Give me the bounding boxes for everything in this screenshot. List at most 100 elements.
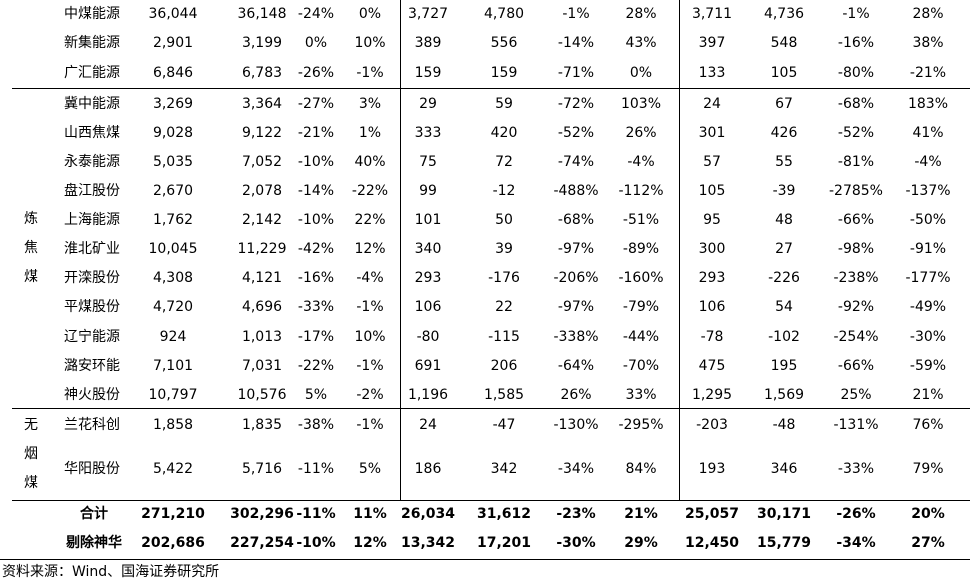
rev-chg-b-cell: -1% bbox=[356, 65, 384, 81]
npa-a-cell: 105 bbox=[698, 183, 726, 199]
np-a-cell: 29 bbox=[419, 96, 437, 112]
npa-chg-b-cell: 76% bbox=[912, 417, 944, 433]
npa-b-cell: 105 bbox=[770, 65, 798, 81]
rev-chg-a-cell: -14% bbox=[297, 183, 335, 199]
npa-b-total-cell: 30,171 bbox=[756, 506, 812, 522]
np-a-total-cell: 13,342 bbox=[400, 535, 456, 551]
rev-b-cell: 10,576 bbox=[237, 387, 287, 403]
npa-b-cell: 346 bbox=[770, 461, 798, 477]
rev-a-cell: 4,308 bbox=[152, 270, 194, 286]
np-a-cell: -80 bbox=[416, 329, 440, 345]
np-a-cell: 389 bbox=[414, 35, 442, 51]
rev-b-cell: 11,229 bbox=[237, 241, 287, 257]
np-b-cell: 50 bbox=[495, 212, 513, 228]
np-chg-b-cell: -295% bbox=[618, 417, 664, 433]
rev-chg-b-cell: -1% bbox=[356, 417, 384, 433]
rev-b-cell: 9,122 bbox=[241, 125, 283, 141]
np-b-total-cell: 31,612 bbox=[476, 506, 532, 522]
np-a-total-cell: 26,034 bbox=[400, 506, 456, 522]
np-a-cell: 333 bbox=[414, 125, 442, 141]
company-cell: 淮北矿业 bbox=[64, 241, 120, 257]
rev-chg-b-cell: 3% bbox=[358, 96, 382, 112]
npa-chg-a-cell: -16% bbox=[837, 35, 875, 51]
npa-chg-b-cell: 21% bbox=[912, 387, 944, 403]
np-b-cell: 556 bbox=[490, 35, 518, 51]
npa-chg-a-cell: -52% bbox=[837, 125, 875, 141]
company-total-cell: 合计 bbox=[80, 506, 108, 522]
rev-a-cell: 5,035 bbox=[152, 154, 194, 170]
rev-chg-b-cell: 12% bbox=[354, 241, 386, 257]
np-a-cell: 186 bbox=[414, 461, 442, 477]
npa-chg-b-cell: -30% bbox=[909, 329, 947, 345]
section-divider bbox=[400, 0, 401, 500]
np-chg-b-cell: 84% bbox=[625, 461, 657, 477]
rev-a-cell: 10,045 bbox=[148, 241, 198, 257]
npa-b-cell: 4,736 bbox=[763, 6, 805, 22]
np-chg-a-cell: -130% bbox=[553, 417, 599, 433]
npa-a-cell: 397 bbox=[698, 35, 726, 51]
np-b-cell: -176 bbox=[488, 270, 520, 286]
rev-chg-a-cell: -42% bbox=[297, 241, 335, 257]
np-chg-b-cell: -44% bbox=[622, 329, 660, 345]
npa-chg-b-cell: 79% bbox=[912, 461, 944, 477]
rev-a-total-cell: 202,686 bbox=[141, 535, 205, 551]
np-chg-b-cell: 33% bbox=[625, 387, 657, 403]
company-cell: 兰花科创 bbox=[64, 417, 120, 433]
np-a-cell: 24 bbox=[419, 417, 437, 433]
np-chg-b-cell: 103% bbox=[620, 96, 662, 112]
np-chg-a-total-cell: -30% bbox=[556, 535, 596, 551]
np-b-cell: 4,780 bbox=[483, 6, 525, 22]
npa-chg-a-cell: -80% bbox=[837, 65, 875, 81]
rev-a-cell: 10,797 bbox=[148, 387, 198, 403]
np-a-cell: 691 bbox=[414, 358, 442, 374]
np-chg-a-cell: -71% bbox=[557, 65, 595, 81]
rev-chg-b-cell: -1% bbox=[356, 299, 384, 315]
company-cell: 平煤股份 bbox=[64, 299, 120, 315]
npa-a-cell: 3,711 bbox=[691, 6, 733, 22]
company-cell: 开滦股份 bbox=[64, 270, 120, 286]
totals-top-border bbox=[12, 500, 970, 501]
npa-chg-b-cell: 38% bbox=[912, 35, 944, 51]
npa-chg-a-cell: -92% bbox=[837, 299, 875, 315]
np-chg-b-cell: 26% bbox=[625, 125, 657, 141]
rev-chg-a-cell: -22% bbox=[297, 358, 335, 374]
np-a-cell: 1,196 bbox=[407, 387, 449, 403]
npa-b-cell: 548 bbox=[770, 35, 798, 51]
group-label: 无烟煤 bbox=[24, 416, 38, 491]
npa-chg-b-total-cell: 27% bbox=[911, 535, 945, 551]
rev-b-cell: 6,783 bbox=[241, 65, 283, 81]
group-label: 炼焦煤 bbox=[24, 210, 38, 285]
rev-b-cell: 1,013 bbox=[241, 329, 283, 345]
np-b-cell: 1,585 bbox=[483, 387, 525, 403]
npa-b-cell: -39 bbox=[772, 183, 796, 199]
rev-chg-b-cell: 40% bbox=[354, 154, 386, 170]
npa-a-cell: 57 bbox=[703, 154, 721, 170]
npa-a-cell: -78 bbox=[700, 329, 724, 345]
npa-b-cell: 426 bbox=[770, 125, 798, 141]
npa-chg-b-cell: 28% bbox=[912, 6, 944, 22]
np-chg-b-cell: -51% bbox=[622, 212, 660, 228]
rev-chg-a-cell: -11% bbox=[297, 461, 335, 477]
np-b-cell: 420 bbox=[490, 125, 518, 141]
rev-chg-b-total-cell: 11% bbox=[353, 506, 387, 522]
np-b-total-cell: 17,201 bbox=[476, 535, 532, 551]
rev-chg-a-cell: -27% bbox=[297, 96, 335, 112]
rev-a-cell: 1,762 bbox=[152, 212, 194, 228]
rev-chg-a-total-cell: -11% bbox=[296, 506, 336, 522]
np-a-cell: 3,727 bbox=[407, 6, 449, 22]
npa-b-cell: 1,569 bbox=[763, 387, 805, 403]
rev-chg-b-cell: 5% bbox=[358, 461, 382, 477]
rev-chg-b-cell: -1% bbox=[356, 358, 384, 374]
np-chg-a-cell: 26% bbox=[560, 387, 592, 403]
company-cell: 冀中能源 bbox=[64, 96, 120, 112]
np-chg-b-cell: -79% bbox=[622, 299, 660, 315]
rev-chg-a-total-cell: -10% bbox=[296, 535, 336, 551]
rev-chg-a-cell: 5% bbox=[304, 387, 328, 403]
rev-chg-b-cell: -4% bbox=[356, 270, 384, 286]
company-cell: 潞安环能 bbox=[64, 358, 120, 374]
npa-chg-a-cell: -238% bbox=[833, 270, 879, 286]
group-divider bbox=[12, 88, 970, 89]
rev-chg-a-cell: -26% bbox=[297, 65, 335, 81]
company-total-cell: 剔除神华 bbox=[66, 535, 122, 551]
